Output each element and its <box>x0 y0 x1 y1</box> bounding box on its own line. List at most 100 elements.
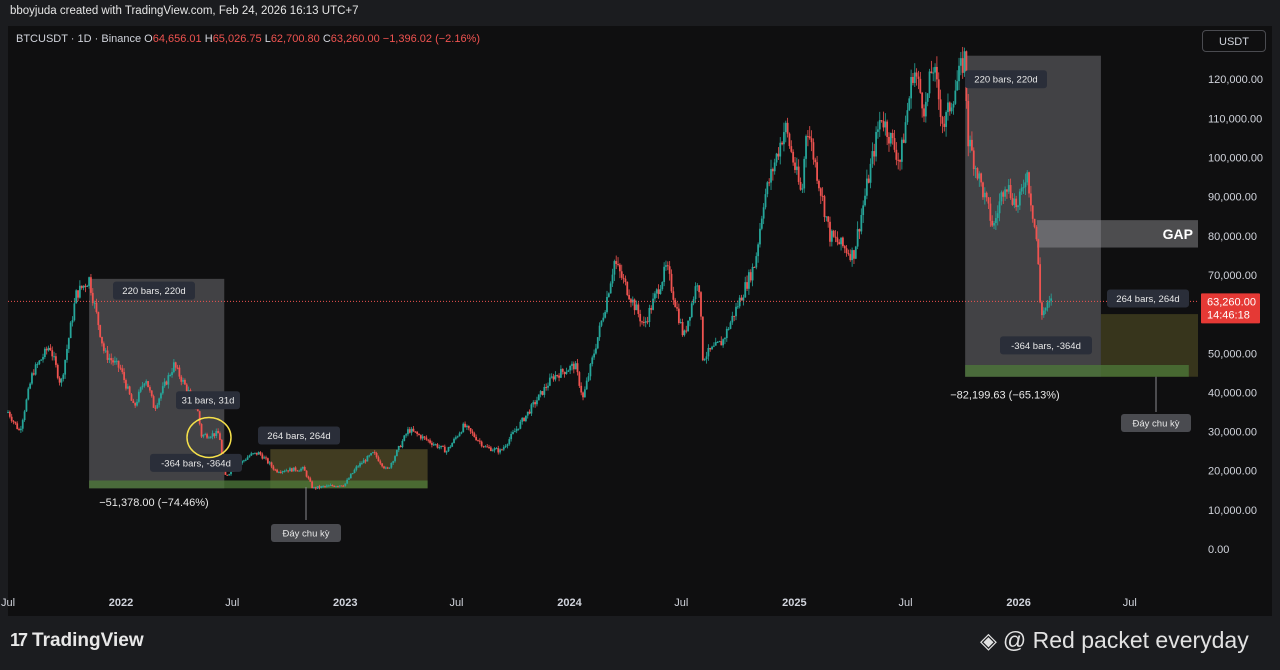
candle-body <box>379 461 382 464</box>
candle-body <box>56 364 59 378</box>
candle-body <box>659 289 662 295</box>
candle-body <box>814 159 817 163</box>
candle-body <box>956 81 959 91</box>
candle-body <box>1041 302 1043 316</box>
candle-body <box>331 485 334 487</box>
candle-body <box>1050 298 1053 301</box>
candle-body <box>642 321 645 323</box>
candle-body <box>919 78 922 93</box>
candle-body <box>255 452 258 455</box>
candle-body <box>547 385 549 388</box>
candle-body <box>366 455 369 462</box>
candle-body <box>775 153 778 163</box>
candle-body <box>648 308 651 322</box>
tradingview-logo[interactable]: 17 TradingView <box>10 630 144 652</box>
candle-body <box>983 192 986 198</box>
candle-body <box>663 266 666 283</box>
candle-body <box>392 461 395 463</box>
candle-body <box>853 250 855 259</box>
candle-body <box>928 71 931 94</box>
candle-body <box>976 168 979 179</box>
candle-body <box>969 139 971 147</box>
candle-body <box>1029 193 1032 206</box>
candle-body <box>646 321 649 323</box>
candle-body <box>451 443 454 447</box>
candle-body <box>243 460 245 462</box>
candle-body <box>501 449 503 451</box>
candle-body <box>314 487 317 489</box>
y-tick-label: 0.00 <box>1208 544 1229 556</box>
candle-body <box>504 446 507 448</box>
candle-body <box>348 478 350 480</box>
candle-body <box>337 486 339 488</box>
candle-body <box>202 434 205 437</box>
candle-body <box>204 434 207 436</box>
candle-body <box>174 362 177 368</box>
symbol-label[interactable]: BTCUSDT · 1D · Binance <box>16 33 142 45</box>
candle-body <box>571 363 573 366</box>
candle-body <box>677 308 680 323</box>
candle-body <box>910 76 912 99</box>
candle-body <box>536 400 538 405</box>
candle-body <box>572 363 575 370</box>
candle-body <box>742 297 745 301</box>
price-chart[interactable]: 120,000.00 110,000.00 100,000.00 90,000.00 8… <box>0 0 1280 616</box>
candle-body <box>526 411 529 416</box>
candle-body <box>309 478 312 482</box>
candle-body <box>808 136 811 139</box>
candle-body <box>701 316 704 361</box>
candle-body <box>864 195 866 206</box>
candle-body <box>971 139 973 151</box>
candle-body <box>657 289 660 295</box>
candle-body <box>757 244 760 257</box>
candle-body <box>407 429 409 435</box>
candle-body <box>842 237 844 247</box>
candle-body <box>493 448 496 451</box>
candle-body <box>464 423 466 428</box>
candle-body <box>893 138 896 150</box>
candle-body <box>257 452 260 455</box>
cycle-2022-bottom-tag: Đáy chu kỳ <box>283 529 330 540</box>
candle-body <box>443 446 446 453</box>
candle-body <box>716 342 719 344</box>
y-tick-label: 70,000.00 <box>1208 270 1257 282</box>
candle-body <box>602 317 605 321</box>
candle-body <box>375 453 378 458</box>
candle-body <box>405 434 408 436</box>
candle-body <box>373 452 376 454</box>
candle-body <box>207 437 210 439</box>
candle-body <box>104 350 107 352</box>
candle-body <box>1000 192 1003 202</box>
candle-body <box>856 229 859 247</box>
x-tick-label: Jul <box>449 597 463 609</box>
currency-button[interactable]: USDT <box>1202 30 1266 52</box>
candle-body <box>438 447 441 449</box>
candle-body <box>512 432 514 434</box>
candle-body <box>390 462 393 468</box>
candle-body <box>952 103 955 108</box>
footer-bar <box>0 616 1280 670</box>
candle-body <box>132 400 135 404</box>
candle-body <box>130 394 133 401</box>
candle-body <box>34 364 37 375</box>
candle-body <box>714 342 717 346</box>
candle-body <box>821 195 824 197</box>
candle-body <box>431 442 433 445</box>
candle-body <box>10 416 13 421</box>
candle-body <box>313 487 315 489</box>
candle-body <box>325 485 328 487</box>
candle-body <box>794 162 796 170</box>
candle-body <box>1013 198 1016 205</box>
candle-body <box>947 102 949 113</box>
candle-body <box>854 246 857 259</box>
candle-body <box>1017 205 1019 208</box>
candle-body <box>606 296 608 313</box>
candle-body <box>506 444 509 447</box>
candle-body <box>618 264 621 272</box>
candle-body <box>1020 187 1023 192</box>
candle-body <box>873 151 876 157</box>
candle-body <box>958 65 960 82</box>
candle-body <box>101 336 103 344</box>
candle-body <box>550 376 553 378</box>
candle-body <box>862 205 865 215</box>
